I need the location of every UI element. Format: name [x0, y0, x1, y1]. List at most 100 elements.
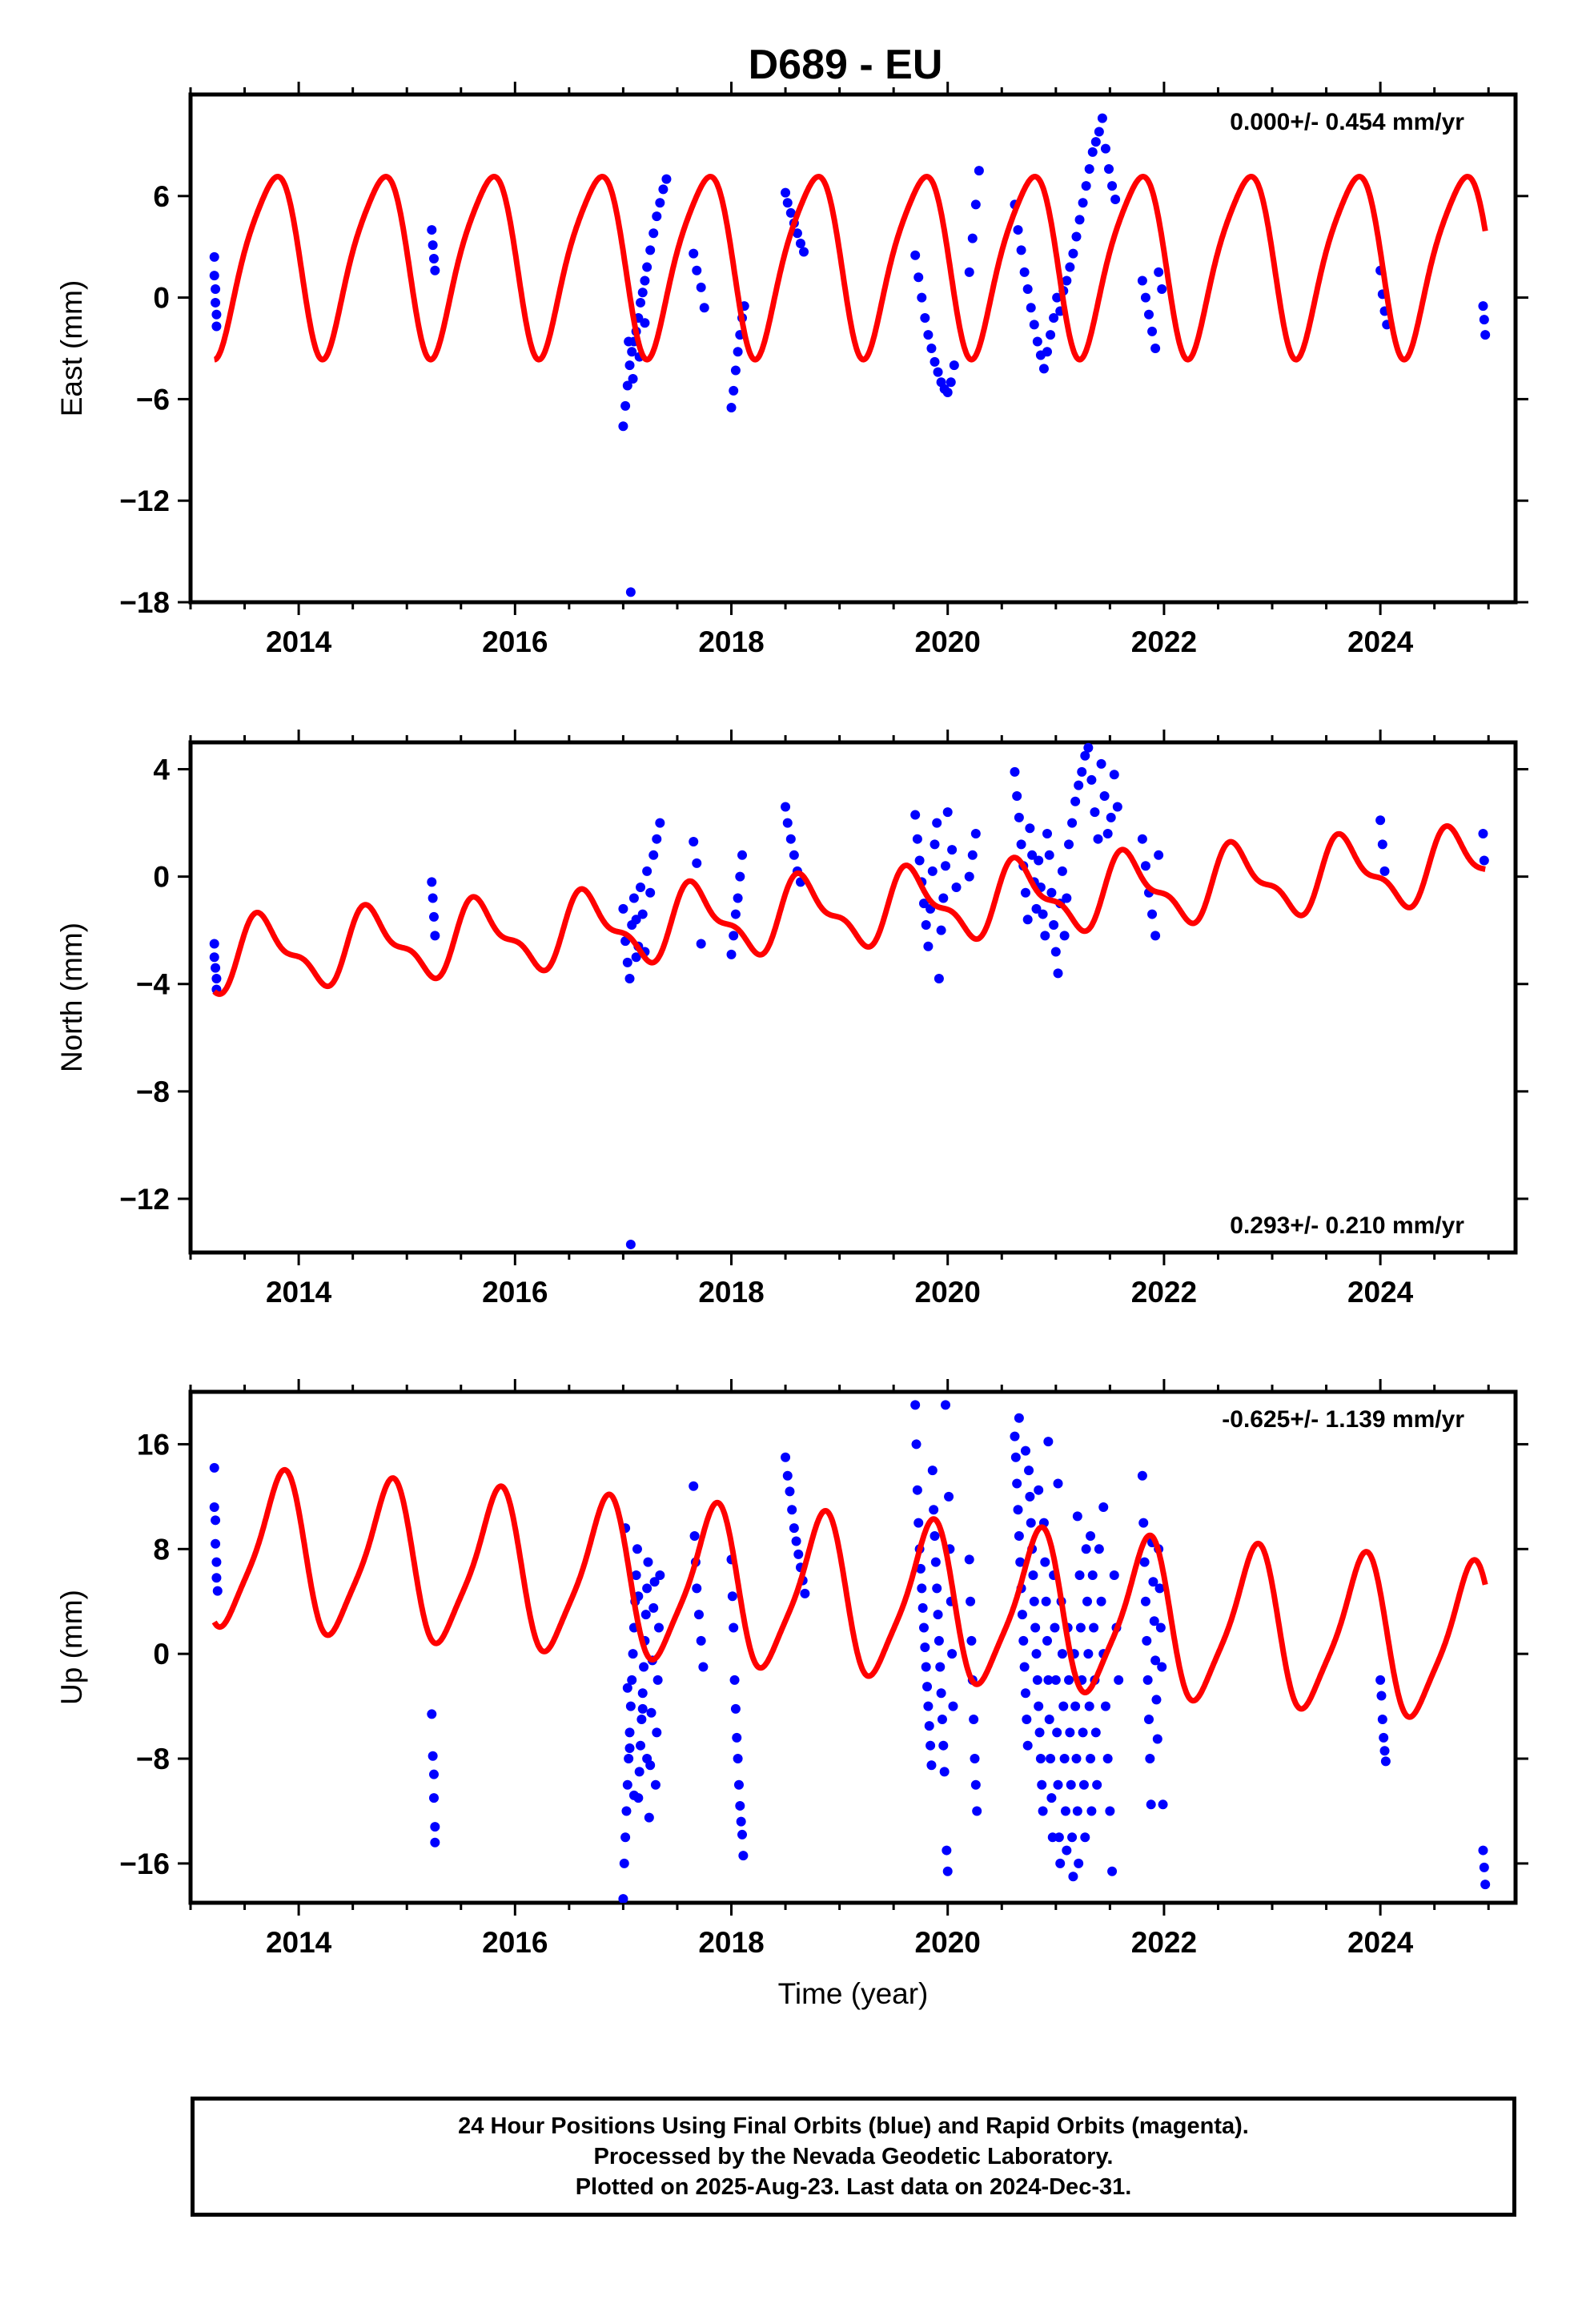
east-observation-point [1042, 347, 1053, 357]
north-y-tick-label: 4 [153, 754, 170, 786]
up-observation-point [938, 1740, 949, 1751]
up-observation-point [1010, 1431, 1020, 1441]
east-observation-point [661, 174, 672, 184]
north-observation-point [934, 974, 944, 984]
north-x-tick-label: 2018 [698, 1276, 764, 1309]
up-y-tick-label: −8 [136, 1743, 170, 1775]
east-observation-point [655, 198, 665, 208]
north-observation-point [1083, 742, 1094, 753]
north-observation-point [726, 949, 737, 959]
east-observation-point [640, 318, 650, 328]
east-observation-point [658, 184, 669, 195]
up-observation-point [1012, 1478, 1022, 1489]
up-observation-point [970, 1754, 980, 1764]
east-observation-point [1084, 163, 1094, 174]
east-observation-point [1154, 267, 1164, 277]
east-observation-point [1157, 284, 1167, 295]
up-observation-point [930, 1530, 940, 1541]
east-observation-point [1046, 330, 1056, 340]
up-x-tick-label: 2020 [915, 1926, 981, 1959]
up-observation-point [1065, 1727, 1075, 1738]
up-observation-point [1029, 1596, 1039, 1606]
east-observation-point [917, 292, 927, 303]
up-observation-point [689, 1481, 699, 1491]
up-observation-point [625, 1701, 636, 1711]
east-x-tick-label: 2024 [1347, 625, 1414, 658]
north-observation-point [1031, 903, 1042, 914]
north-observation-point [1093, 834, 1103, 844]
east-observation-point [618, 421, 628, 432]
up-observation-point [727, 1591, 737, 1602]
up-observation-point [639, 1662, 649, 1672]
up-observation-point [1074, 1858, 1084, 1868]
up-observation-point [1046, 1793, 1057, 1803]
east-observation-point [211, 297, 221, 308]
up-observation-point [917, 1583, 927, 1594]
up-observation-point [966, 1596, 976, 1606]
east-observation-point [1087, 147, 1098, 157]
up-observation-point [932, 1583, 942, 1594]
east-observation-point [1090, 137, 1101, 147]
up-observation-point [1139, 1557, 1150, 1567]
up-observation-point [1030, 1622, 1041, 1633]
east-observation-point [970, 199, 981, 210]
north-observation-point [1062, 893, 1072, 903]
up-observation-point [927, 1466, 938, 1476]
east-observation-point [428, 253, 439, 263]
east-observation-point [211, 284, 221, 295]
east-observation-point [211, 321, 222, 332]
east-observation-point [696, 282, 706, 292]
east-observation-point [1032, 336, 1042, 347]
east-observation-point [1026, 303, 1036, 313]
north-observation-point [1070, 796, 1081, 806]
north-observation-point [936, 925, 946, 935]
up-observation-point [1014, 1413, 1024, 1423]
up-observation-point [1055, 1858, 1066, 1868]
east-observation-point [729, 385, 739, 396]
north-observation-point [1057, 866, 1067, 876]
up-observation-point [628, 1649, 638, 1659]
up-observation-point [1377, 1714, 1387, 1724]
east-observation-point [782, 198, 793, 208]
up-panel: 2014 2016 2018 2020 2022 2024 −16 −8 0 8 16 Up (mm)… [55, 1379, 1528, 2010]
north-x-tick-label: 2024 [1347, 1276, 1414, 1309]
up-observation-point [789, 1523, 799, 1534]
north-observation-point [430, 931, 440, 941]
up-observation-point [642, 1583, 652, 1594]
east-observation-point [1094, 127, 1104, 137]
north-observation-point [645, 887, 656, 898]
east-observation-point [636, 297, 646, 308]
east-observation-point [1074, 215, 1085, 225]
up-observation-point [1114, 1675, 1124, 1685]
up-observation-point [1142, 1635, 1152, 1646]
up-observation-point [1158, 1799, 1168, 1810]
up-observation-point [1078, 1727, 1088, 1738]
north-observation-point [1016, 839, 1026, 850]
north-observation-point [1140, 861, 1150, 871]
up-observation-point [1479, 1862, 1489, 1872]
east-observation-point [1016, 245, 1026, 255]
north-observation-point [631, 952, 641, 963]
up-observation-point [964, 1554, 974, 1565]
north-observation-point [910, 810, 921, 820]
up-observation-point [1022, 1740, 1033, 1751]
up-observation-point [696, 1635, 706, 1646]
east-observation-point [427, 225, 437, 235]
east-observation-point [930, 356, 940, 367]
east-observation-point [1062, 275, 1072, 286]
up-x-tick-label: 2014 [266, 1926, 332, 1959]
up-observation-point [1032, 1675, 1042, 1685]
east-observation-point [942, 387, 953, 397]
east-observation-point [1038, 364, 1049, 374]
up-observation-point [730, 1703, 741, 1714]
up-observation-point [1024, 1466, 1034, 1476]
up-observation-point [624, 1743, 635, 1753]
north-observation-point [735, 871, 745, 882]
up-observation-point [926, 1760, 937, 1771]
up-observation-point [1054, 1832, 1064, 1843]
up-observation-point [1082, 1596, 1092, 1606]
up-observation-point [941, 1400, 951, 1410]
north-observation-point [927, 866, 938, 876]
up-observation-point [212, 1586, 223, 1596]
up-observation-point [1053, 1779, 1063, 1790]
